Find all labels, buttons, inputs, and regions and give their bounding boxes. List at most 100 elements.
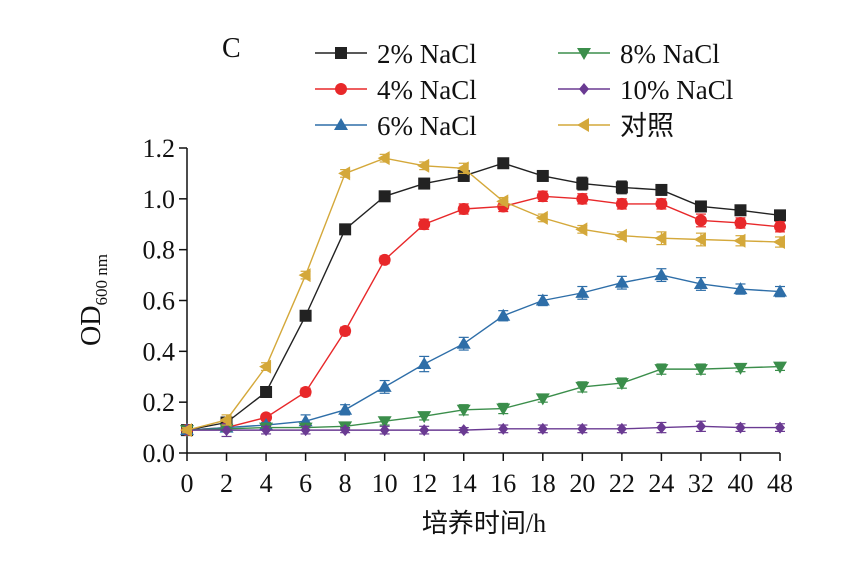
legend-item: 10% NaCl: [558, 75, 733, 105]
data-point: [773, 235, 785, 250]
data-point: [456, 336, 471, 349]
data-point: [693, 276, 708, 289]
data-point: [456, 161, 469, 176]
data-point: [695, 420, 706, 433]
data-point: [339, 223, 352, 236]
data-point: [339, 325, 352, 337]
series-line: [186, 365, 781, 431]
legend-label: 6% NaCl: [377, 111, 477, 141]
data-point: [338, 166, 351, 181]
data-point: [497, 157, 510, 170]
data-point: [656, 421, 667, 434]
data-point: [417, 357, 432, 370]
y-tick-label: 1.2: [143, 134, 176, 163]
data-point: [655, 183, 668, 196]
data-point: [774, 209, 786, 222]
data-point: [773, 361, 787, 374]
data-point: [219, 412, 232, 427]
data-point: [616, 422, 627, 435]
data-point: [457, 203, 470, 215]
data-point: [693, 364, 708, 377]
data-point: [654, 231, 667, 246]
legend-label: 10% NaCl: [620, 75, 733, 105]
y-tick-label: 1.0: [143, 185, 176, 214]
x-tick-label: 4: [260, 469, 273, 498]
data-point: [221, 424, 232, 437]
x-tick-label: 6: [299, 469, 312, 498]
data-point: [298, 268, 311, 283]
data-point: [733, 233, 746, 248]
data-point: [615, 197, 628, 210]
x-tick-label: 32: [688, 469, 714, 498]
data-point: [576, 177, 589, 190]
series-line: [186, 162, 781, 431]
data-point: [340, 424, 351, 437]
data-point: [654, 268, 669, 281]
data-point: [498, 422, 509, 435]
legend-marker: [577, 48, 591, 60]
y-tick-label: 0.8: [143, 236, 176, 265]
y-tick-label: 0.2: [143, 388, 176, 417]
legend-item: 6% NaCl: [315, 111, 477, 141]
data-point: [418, 218, 431, 231]
data-point: [378, 190, 391, 203]
x-ticks: 0 2 4 6 8 10 12 14 16 18 20 22 24 32 40 48: [181, 453, 793, 498]
data-point: [180, 423, 192, 438]
y-ticks: 0.0 0.2 0.4 0.6 0.8 1.0 1.2: [143, 134, 187, 468]
legend-label: 4% NaCl: [377, 75, 477, 105]
data-point: [417, 158, 430, 173]
data-point: [496, 194, 509, 209]
x-tick-label: 48: [767, 469, 793, 498]
y-axis-label-main: OD: [76, 306, 107, 346]
data-point: [338, 402, 353, 415]
data-point: [774, 220, 786, 233]
data-point: [300, 424, 311, 437]
series-2: [180, 268, 787, 436]
data-point: [693, 232, 706, 247]
legend-label: 8% NaCl: [620, 39, 720, 69]
y-axis-label: OD600 nm: [76, 254, 111, 346]
data-point: [694, 214, 707, 227]
data-point: [260, 411, 273, 424]
data-point: [259, 359, 272, 374]
data-point: [535, 393, 550, 406]
data-point: [456, 404, 471, 417]
data-point: [575, 381, 590, 394]
legend-marker: [335, 83, 347, 95]
data-point: [535, 210, 548, 225]
x-tick-label: 0: [181, 469, 194, 498]
data-point: [734, 204, 747, 217]
data-point: [261, 424, 272, 437]
legend-item: 对照: [558, 111, 674, 141]
data-point: [417, 411, 432, 424]
legend: 2% NaCl 4% NaCl 6% NaCl 8% NaCl 10% NaCl 对照: [315, 39, 733, 141]
x-tick-label: 24: [648, 469, 674, 498]
data-point: [655, 197, 668, 210]
y-tick-label: 0.0: [143, 439, 176, 468]
series-line: [186, 195, 781, 431]
plot-area: [180, 151, 787, 438]
data-point: [734, 216, 747, 229]
legend-item: 2% NaCl: [315, 39, 477, 69]
x-tick-label: 16: [490, 469, 516, 498]
data-point: [575, 222, 588, 237]
data-point: [419, 424, 430, 437]
legend-marker: [334, 118, 348, 130]
data-point: [260, 386, 273, 398]
x-tick-label: 10: [372, 469, 398, 498]
data-point: [418, 177, 431, 190]
legend-marker: [579, 83, 589, 95]
y-tick-label: 0.6: [143, 287, 176, 316]
data-point: [654, 364, 669, 377]
data-point: [377, 379, 392, 392]
data-point: [536, 190, 549, 203]
y-axis-label-subscript: 600 nm: [92, 254, 111, 305]
series-line: [187, 425, 780, 431]
data-point: [377, 151, 390, 166]
data-point: [694, 200, 707, 213]
x-axis-label: 培养时间/h: [422, 509, 546, 538]
data-point: [733, 362, 748, 375]
data-point: [575, 285, 590, 298]
panel-label: C: [222, 33, 241, 64]
data-point: [614, 275, 629, 288]
